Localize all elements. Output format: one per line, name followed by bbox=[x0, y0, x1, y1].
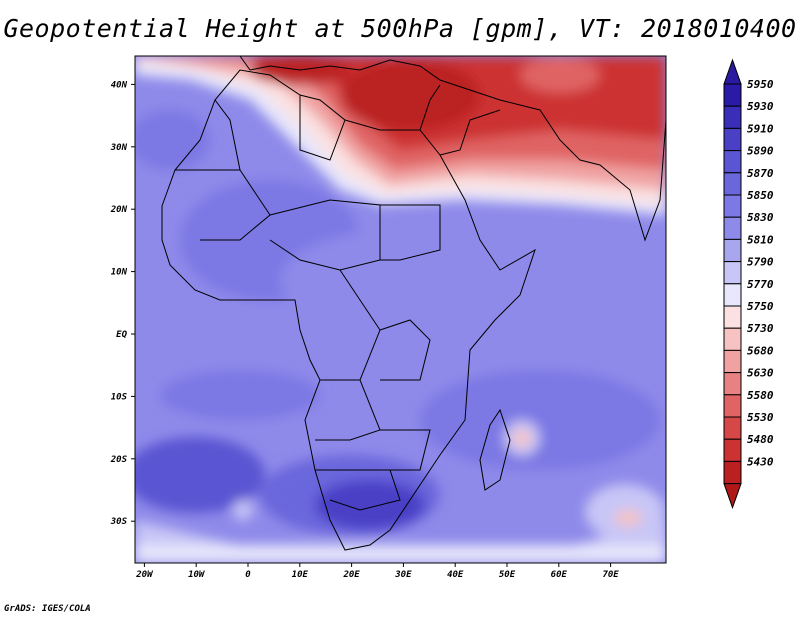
colorbar-bottom-arrow bbox=[723, 483, 742, 510]
lat-tick-label: 10N bbox=[111, 268, 128, 278]
colorbar-swatch bbox=[723, 238, 742, 263]
lon-tick-label: 40E bbox=[447, 570, 464, 580]
lon-tick-label: 10E bbox=[292, 570, 309, 580]
colorbar-label: 5870 bbox=[747, 167, 774, 180]
colorbar-label: 5480 bbox=[747, 433, 774, 446]
colorbar-swatch bbox=[723, 349, 742, 374]
colorbar-swatch bbox=[723, 460, 742, 485]
colorbar-label: 5580 bbox=[747, 389, 774, 402]
coastlines bbox=[161, 56, 666, 551]
colorbar-swatch bbox=[723, 150, 742, 174]
colorbar-swatch bbox=[723, 394, 742, 418]
colorbar-label: 5910 bbox=[747, 122, 774, 135]
colorbar-label: 5830 bbox=[747, 211, 774, 224]
colorbar-label: 5810 bbox=[747, 233, 774, 246]
lat-tick-label: EQ bbox=[116, 330, 127, 340]
lat-tick-label: 10S bbox=[111, 392, 128, 402]
lat-tick-label: 30N bbox=[110, 143, 128, 153]
colorbar-swatch bbox=[723, 305, 742, 329]
colorbar-swatch bbox=[723, 127, 742, 152]
colorbar-swatch bbox=[723, 194, 742, 218]
lon-tick-label: 0 bbox=[245, 570, 251, 580]
map-title: Geopotential Height at 500hPa [gpm], VT:… bbox=[3, 14, 797, 43]
colorbar-label: 5930 bbox=[747, 100, 774, 113]
lat-tick-label: 40N bbox=[111, 80, 128, 90]
lat-tick-label: 30S bbox=[110, 517, 128, 527]
colorbar-swatch bbox=[723, 416, 742, 440]
colorbar-label: 5950 bbox=[747, 78, 774, 91]
colorbar: 5950 5930 5910 5890 5870 5850 5830 5810 5790 5770… bbox=[723, 58, 774, 510]
colorbar-swatch bbox=[723, 372, 742, 396]
lon-tick-label: 20W bbox=[135, 570, 154, 580]
colorbar-label: 5790 bbox=[747, 256, 774, 269]
lon-tick-label: 10W bbox=[188, 570, 206, 580]
longitude-axis: 20W 10W 0 10E 20E 30E 40E 50E 60E 70E bbox=[135, 563, 619, 580]
lon-tick-label: 60E bbox=[551, 570, 568, 580]
grads-credit: GrADS: IGES/COLA bbox=[4, 604, 91, 614]
colorbar-label: 5430 bbox=[747, 455, 774, 468]
colorbar-swatch bbox=[723, 105, 742, 129]
colorbar-swatch bbox=[723, 327, 742, 351]
colorbar-swatch bbox=[723, 261, 742, 285]
colorbar-label: 5750 bbox=[747, 300, 774, 313]
lon-tick-label: 20E bbox=[342, 570, 360, 580]
colorbar-top-arrow bbox=[723, 58, 742, 85]
latitude-axis: 40N 30N 20N 10N EQ 10S 20S 30S bbox=[110, 80, 135, 527]
lat-tick-label: 20N bbox=[110, 205, 128, 215]
colorbar-swatch bbox=[723, 283, 742, 307]
colorbar-label: 5850 bbox=[747, 189, 774, 202]
plot-frame bbox=[134, 55, 667, 564]
colorbar-swatch bbox=[723, 172, 742, 196]
colorbar-label: 5530 bbox=[747, 411, 774, 424]
colorbar-swatch bbox=[723, 216, 742, 240]
lon-tick-label: 50E bbox=[499, 570, 516, 580]
colorbar-swatch bbox=[723, 438, 742, 462]
lon-tick-label: 30E bbox=[394, 570, 412, 580]
colorbar-label: 5770 bbox=[747, 278, 774, 291]
colorbar-label: 5680 bbox=[747, 344, 774, 357]
colorbar-label: 5890 bbox=[747, 145, 774, 158]
colorbar-label: 5730 bbox=[747, 322, 774, 335]
geopotential-field bbox=[135, 56, 666, 563]
colorbar-label: 5630 bbox=[747, 367, 774, 380]
lon-tick-label: 70E bbox=[602, 570, 619, 580]
colorbar-swatch bbox=[723, 83, 742, 107]
lat-tick-label: 20S bbox=[110, 455, 128, 465]
